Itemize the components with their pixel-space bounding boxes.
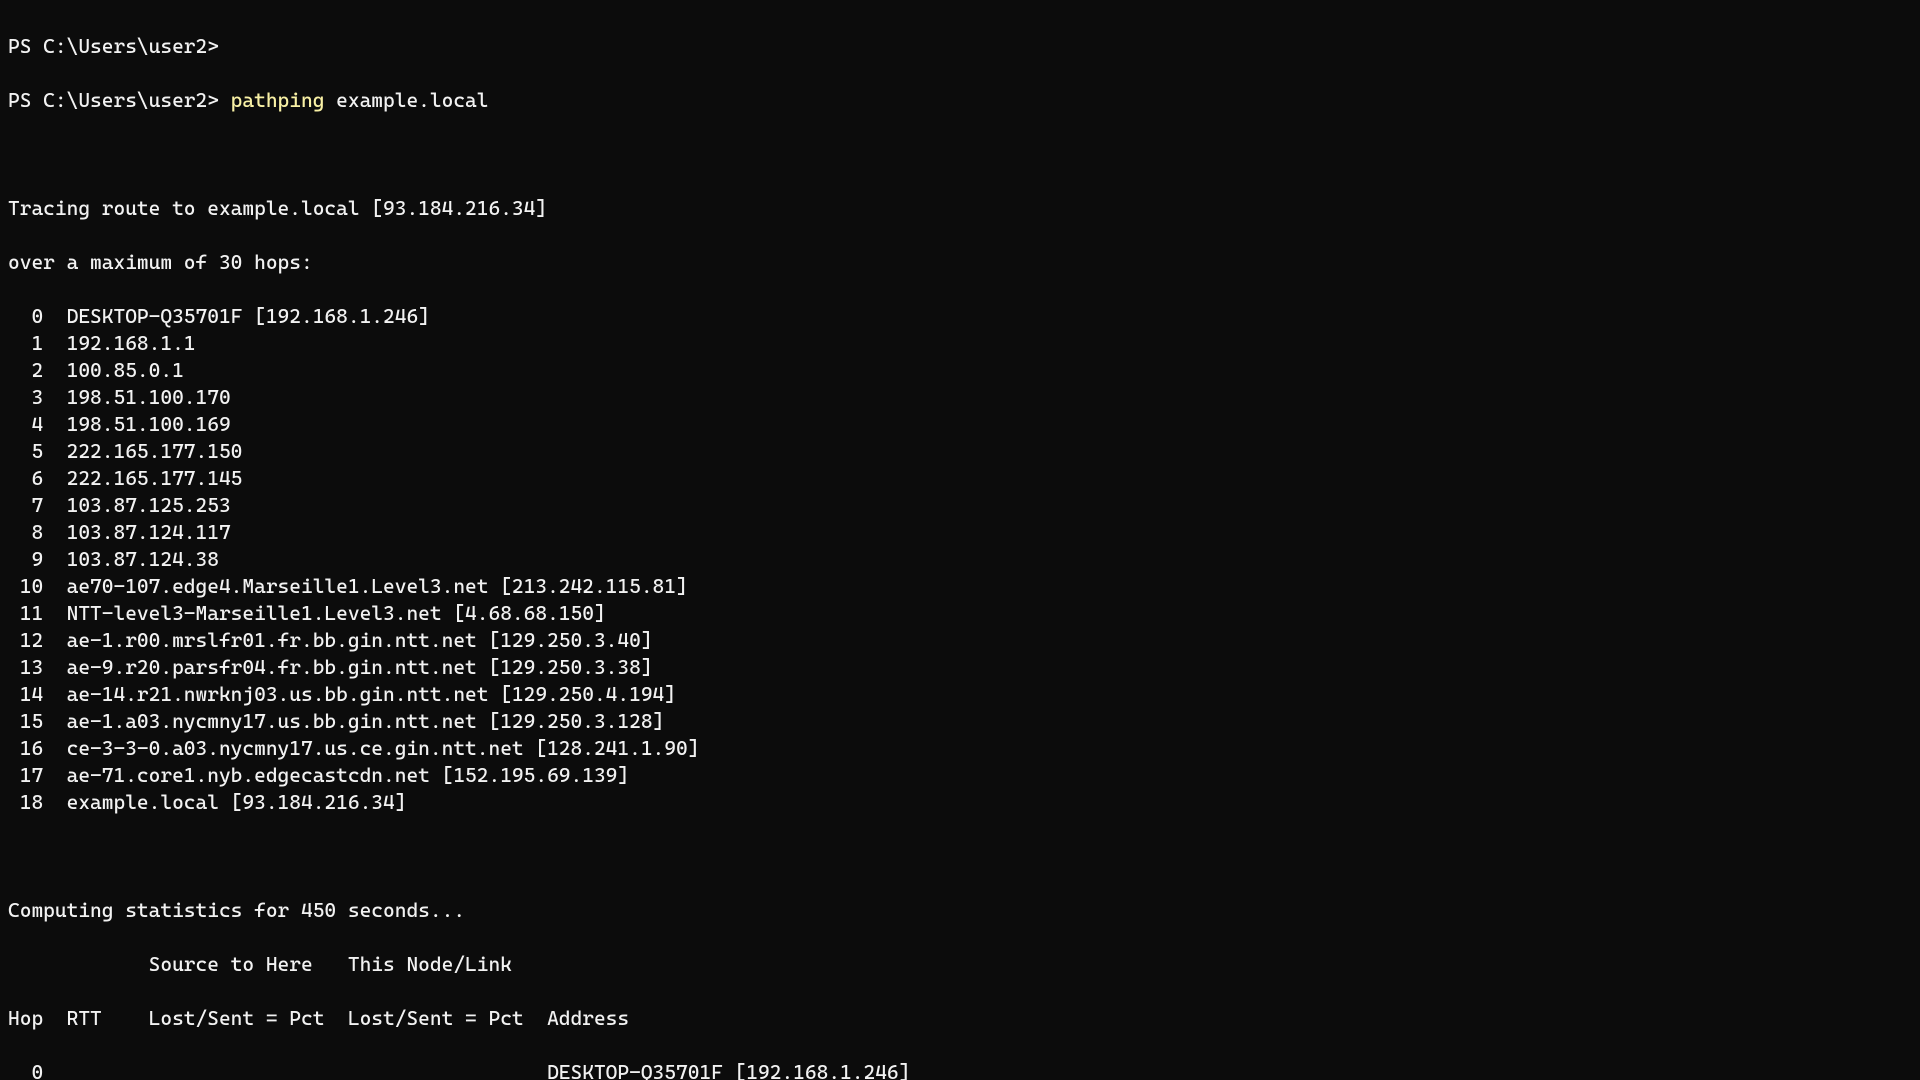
hop-line: 1 192.168.1.1 [8,330,1912,357]
prompt-text: PS C:\Users\user2> [8,88,219,112]
command-name: pathping [231,88,325,112]
trace-header-1: Tracing route to example.local [93.184.2… [8,195,1912,222]
hop-line: 4 198.51.100.169 [8,411,1912,438]
hop-line: 9 103.87.124.38 [8,546,1912,573]
hop-line: 16 ce-3-3-0.a03.nycmny17.us.ce.gin.ntt.n… [8,735,1912,762]
hop-line: 10 ae70-107.edge4.Marseille1.Level3.net … [8,573,1912,600]
prompt-line-cmd: PS C:\Users\user2> pathping example.loca… [8,87,1912,114]
prompt-text: PS C:\Users\user2> [8,34,219,58]
hop-line: 17 ae-71.core1.nyb.edgecastcdn.net [152.… [8,762,1912,789]
blank-line [8,843,1912,870]
hop-line: 2 100.85.0.1 [8,357,1912,384]
stats-header-2: Hop RTT Lost/Sent = Pct Lost/Sent = Pct … [8,1005,1912,1032]
hop-line: 6 222.165.177.145 [8,465,1912,492]
terminal-output[interactable]: PS C:\Users\user2> PS C:\Users\user2> pa… [0,0,1920,1080]
stats-intro: Computing statistics for 450 seconds... [8,897,1912,924]
hop-line: 3 198.51.100.170 [8,384,1912,411]
hop-line: 0 DESKTOP-Q35701F [192.168.1.246] [8,303,1912,330]
hop-line: 13 ae-9.r20.parsfr04.fr.bb.gin.ntt.net [… [8,654,1912,681]
blank-line [8,141,1912,168]
trace-header-2: over a maximum of 30 hops: [8,249,1912,276]
hop-line: 15 ae-1.a03.nycmny17.us.bb.gin.ntt.net [… [8,708,1912,735]
hop-line: 8 103.87.124.117 [8,519,1912,546]
hop-line: 14 ae-14.r21.nwrknj03.us.bb.gin.ntt.net … [8,681,1912,708]
prompt-line-empty: PS C:\Users\user2> [8,33,1912,60]
hop-line: 12 ae-1.r00.mrslfr01.fr.bb.gin.ntt.net [… [8,627,1912,654]
hop-line: 5 222.165.177.150 [8,438,1912,465]
hop-line: 7 103.87.125.253 [8,492,1912,519]
stats-row: 0 DESKTOP-Q35701F [192.168.1.246] [8,1059,1912,1080]
command-arg: example.local [336,88,488,112]
hop-line: 11 NTT-level3-Marseille1.Level3.net [4.6… [8,600,1912,627]
hop-line: 18 example.local [93.184.216.34] [8,789,1912,816]
stats-header-1: Source to Here This Node/Link [8,951,1912,978]
